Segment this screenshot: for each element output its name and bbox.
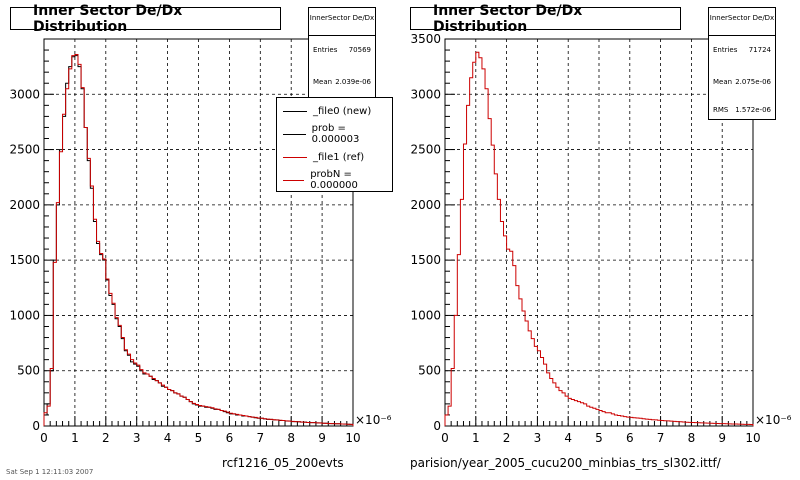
x-tick-label: 9 bbox=[718, 431, 726, 445]
left-chart-title: Inner Sector De/Dx Distribution bbox=[10, 3, 281, 35]
x-axis-exponent: ×10⁻⁶ bbox=[755, 413, 792, 427]
right-stats-mean-value: 2.075e-06 bbox=[735, 78, 771, 86]
footnote-timestamp: Sat Sep 1 12:11:03 2007 bbox=[6, 468, 94, 476]
left-stats-box: InnerSector De/Dx Entries 70569 Mean 2.0… bbox=[308, 7, 376, 103]
x-tick-label: 6 bbox=[626, 431, 634, 445]
right-x-label-text: parision/year_2005_cucu200_minbias_trs_s… bbox=[410, 456, 721, 470]
y-tick-label: 1000 bbox=[9, 308, 40, 322]
right-histogram-panel: 0 1 2 3 4 5 6 7 8 9 10 0 500 1000 1500 2000 2500 3000 3500… bbox=[410, 32, 791, 445]
right-stats-rms-label: RMS bbox=[713, 106, 729, 114]
right-stats-entries-label: Entries bbox=[713, 46, 738, 54]
left-stats-mean: Mean 2.039e-06 bbox=[313, 78, 371, 86]
legend-entry-prob: prob = 0.000003 bbox=[277, 123, 392, 145]
y-tick-label: 3500 bbox=[410, 32, 441, 46]
histogram-series bbox=[444, 51, 754, 426]
legend-entry-file0: _file0 (new) bbox=[277, 104, 392, 118]
legend-swatch-file1 bbox=[283, 156, 307, 158]
y-tick-label: 500 bbox=[17, 364, 40, 378]
right-stats-entries: Entries 71724 bbox=[713, 46, 771, 54]
left-stats-entries-label: Entries bbox=[313, 46, 338, 54]
legend-swatch-file0 bbox=[283, 110, 307, 112]
legend-label-prob: prob = 0.000003 bbox=[311, 123, 360, 145]
x-axis-exponent: ×10⁻⁶ bbox=[355, 413, 392, 427]
x-tick-label: 4 bbox=[564, 431, 572, 445]
right-stats-box: InnerSector De/Dx Entries 71724 Mean 2.0… bbox=[708, 7, 776, 120]
x-tick-label: 7 bbox=[256, 431, 264, 445]
y-tick-label: 0 bbox=[433, 419, 441, 433]
x-tick-label: 3 bbox=[534, 431, 542, 445]
right-x-label: parision/year_2005_cucu200_minbias_trs_s… bbox=[410, 456, 740, 470]
legend-entry-file1: _file1 (ref) bbox=[277, 150, 392, 164]
x-tick-label: 2 bbox=[102, 431, 110, 445]
y-tick-label: 1500 bbox=[9, 253, 40, 267]
legend-label-file1: _file1 (ref) bbox=[313, 151, 365, 163]
left-x-label: rcf1216_05_200evts bbox=[222, 456, 344, 470]
x-tick-label: 5 bbox=[195, 431, 203, 445]
x-tick-label: 6 bbox=[226, 431, 234, 445]
y-tick-label: 2000 bbox=[410, 198, 441, 212]
right-stats-header: InnerSector De/Dx bbox=[709, 8, 775, 36]
left-stats-header: InnerSector De/Dx bbox=[309, 8, 375, 36]
y-tick-label: 3000 bbox=[9, 87, 40, 101]
x-tick-label: 7 bbox=[657, 431, 665, 445]
left-stats-mean-value: 2.039e-06 bbox=[335, 78, 371, 86]
y-tick-label: 500 bbox=[418, 364, 441, 378]
x-tick-label: 0 bbox=[441, 431, 449, 445]
right-stats-entries-value: 71724 bbox=[748, 46, 771, 54]
x-tick-label: 3 bbox=[133, 431, 141, 445]
x-tick-label: 5 bbox=[595, 431, 603, 445]
right-chart-title: Inner Sector De/Dx Distribution bbox=[410, 3, 681, 35]
left-stats-entries-value: 70569 bbox=[348, 46, 371, 54]
left-stats-entries: Entries 70569 bbox=[313, 46, 371, 54]
right-stats-rms-value: 1.572e-06 bbox=[735, 106, 771, 114]
left-stats-mean-label: Mean bbox=[313, 78, 333, 86]
y-tick-label: 0 bbox=[32, 419, 40, 433]
x-tick-label: 4 bbox=[164, 431, 172, 445]
x-tick-label: 8 bbox=[287, 431, 295, 445]
histogram-series-ref bbox=[43, 53, 354, 426]
x-tick-label: 2 bbox=[503, 431, 511, 445]
legend-label-probn: probN = 0.000000 bbox=[310, 169, 358, 191]
x-tick-label: 0 bbox=[40, 431, 48, 445]
x-tick-label: 1 bbox=[472, 431, 480, 445]
legend-label-file0: _file0 (new) bbox=[313, 105, 372, 117]
legend-entry-probn: probN = 0.000000 bbox=[277, 169, 392, 191]
y-tick-label: 3000 bbox=[410, 87, 441, 101]
x-tick-label: 10 bbox=[745, 431, 760, 445]
legend-swatch-probn bbox=[283, 179, 305, 181]
right-chart-title-text: Inner Sector De/Dx Distribution bbox=[433, 2, 583, 35]
x-tick-label: 8 bbox=[688, 431, 696, 445]
right-stats-rms: RMS 1.572e-06 bbox=[713, 106, 771, 114]
left-chart-title-text: Inner Sector De/Dx Distribution bbox=[33, 2, 183, 35]
y-tick-label: 1500 bbox=[410, 253, 441, 267]
legend-swatch-prob bbox=[283, 133, 306, 135]
right-stats-mean: Mean 2.075e-06 bbox=[713, 78, 771, 86]
x-tick-label: 9 bbox=[318, 431, 326, 445]
y-tick-label: 1000 bbox=[410, 308, 441, 322]
right-stats-mean-label: Mean bbox=[713, 78, 733, 86]
y-tick-label: 2000 bbox=[9, 198, 40, 212]
x-tick-label: 10 bbox=[345, 431, 360, 445]
y-tick-label: 2500 bbox=[9, 143, 40, 157]
x-tick-label: 1 bbox=[71, 431, 79, 445]
left-legend: _file0 (new) prob = 0.000003 _file1 (ref… bbox=[276, 97, 393, 192]
y-tick-label: 2500 bbox=[410, 143, 441, 157]
